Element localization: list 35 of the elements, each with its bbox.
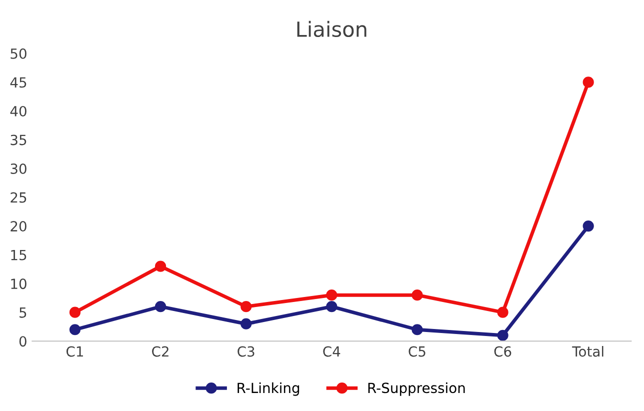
y-tick-label: 30 — [10, 163, 26, 174]
y-tick-label: 0 — [19, 336, 26, 347]
point — [412, 324, 423, 336]
point — [326, 301, 338, 312]
y-tick-label: 35 — [10, 134, 26, 146]
x-tick-label: C6 — [494, 346, 512, 357]
y-tick-label: 20 — [10, 221, 26, 232]
y-tick-label: 45 — [10, 77, 26, 88]
point — [69, 306, 81, 318]
point — [69, 324, 81, 336]
legend-label: R-Suppression — [368, 382, 465, 396]
y-tick-label: 40 — [10, 106, 26, 116]
x-tick-label: C2 — [152, 346, 168, 357]
point — [582, 76, 594, 88]
point — [582, 220, 594, 232]
point — [154, 260, 166, 272]
y-tick-label: 50 — [10, 48, 26, 59]
x-tick-label: C3 — [238, 346, 254, 357]
x-tick-label: C4 — [323, 346, 340, 357]
x-tick-label: C1 — [66, 346, 83, 357]
point — [154, 301, 166, 312]
y-tick-label: 15 — [11, 250, 26, 260]
chart-title: Liaison — [297, 20, 366, 38]
point — [240, 318, 252, 330]
legend-label: R-Linking — [238, 382, 300, 396]
y-tick-label: 5 — [20, 308, 26, 318]
point — [326, 290, 338, 301]
point — [240, 301, 252, 312]
point — [412, 290, 423, 301]
point — [497, 330, 508, 341]
x-tick-label: C5 — [408, 346, 426, 357]
x-tick-label: Total — [572, 346, 604, 357]
y-tick-label: 10 — [11, 278, 26, 290]
point — [497, 306, 508, 318]
y-tick-label: 25 — [10, 192, 26, 203]
